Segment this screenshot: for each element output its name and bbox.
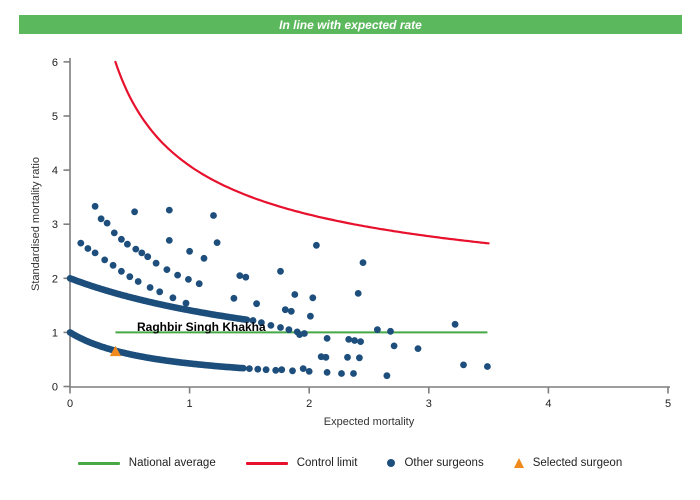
x-axis-title: Expected mortality [323,416,415,428]
status-banner-text: In line with expected rate [279,17,422,32]
legend-item-other-surgeons: Other surgeons [387,457,484,469]
legend-label: Other surgeons [404,457,484,469]
svg-text:3: 3 [52,219,58,231]
selected-surgeon-label: Raghbir Singh Khakha [137,320,266,334]
svg-text:6: 6 [52,57,58,69]
svg-text:5: 5 [665,398,671,410]
svg-text:5: 5 [52,111,58,123]
selected-surgeon-triangle-icon [513,458,524,468]
legend-item-control-limit: Control limit [245,457,358,469]
svg-text:0: 0 [52,382,58,394]
legend-label: Control limit [296,457,358,469]
svg-text:1: 1 [187,398,193,410]
legend-item-selected-surgeon: Selected surgeon [513,457,623,469]
legend-label: National average [128,457,216,469]
svg-text:4: 4 [52,165,58,177]
selected-surgeon-marker [109,345,122,357]
svg-text:2: 2 [52,273,58,285]
legend-item-national-average: National average [77,457,216,469]
national-average-line-swatch [77,461,120,465]
funnel-plot-canvas: 0 1 2 3 4 5 6 0 1 2 3 4 5 [52,57,671,410]
status-banner: In line with expected rate [19,15,682,34]
svg-text:3: 3 [426,398,432,410]
svg-text:0: 0 [67,398,73,410]
control-limit-line-swatch [245,461,288,465]
svg-text:1: 1 [52,327,58,339]
y-axis-title: Standardised mortality ratio [30,157,42,291]
svg-text:2: 2 [306,398,312,410]
svg-text:4: 4 [545,398,551,410]
other-surgeons-dot-icon [387,459,396,467]
legend-label: Selected surgeon [532,457,623,469]
legend: National average Control limit Other sur… [0,457,700,469]
